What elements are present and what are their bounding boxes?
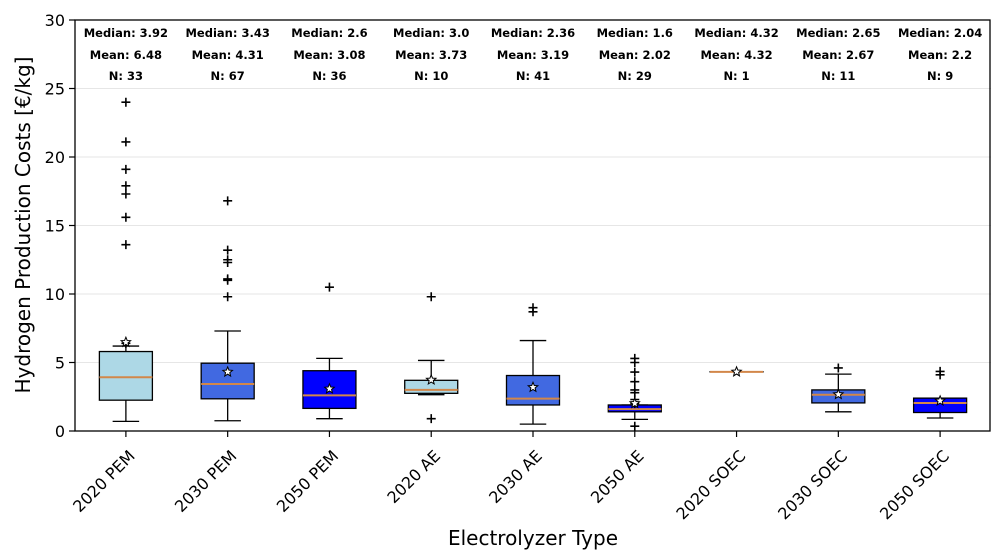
outlier-marker bbox=[121, 189, 131, 199]
median-annotation: Median: 2.04 bbox=[898, 26, 982, 40]
mean-marker bbox=[323, 382, 336, 394]
outlier-marker bbox=[630, 353, 640, 363]
box-group bbox=[709, 365, 764, 377]
box-group bbox=[607, 353, 662, 431]
x-tick-label: 2020 PEM bbox=[69, 446, 139, 516]
outlier-marker bbox=[223, 274, 233, 284]
outlier-marker bbox=[426, 292, 436, 302]
mean-annotation: Mean: 2.2 bbox=[908, 48, 972, 62]
box bbox=[505, 374, 561, 406]
outlier-marker bbox=[630, 421, 640, 431]
median-annotation: Median: 2.6 bbox=[291, 26, 367, 40]
median-annotation: Median: 2.65 bbox=[796, 26, 880, 40]
x-tick-label: 2050 AE bbox=[587, 446, 648, 507]
count-annotation: N: 10 bbox=[414, 69, 448, 83]
mean-annotation: Mean: 3.19 bbox=[497, 48, 569, 62]
mean-marker bbox=[221, 365, 234, 378]
box-group bbox=[912, 366, 968, 419]
mean-marker bbox=[832, 388, 845, 400]
y-tick-label: 15 bbox=[45, 217, 65, 236]
y-tick-label: 0 bbox=[55, 422, 65, 441]
y-tick-label: 30 bbox=[45, 11, 65, 30]
x-tick-label: 2030 SOEC bbox=[774, 446, 851, 523]
outlier-marker bbox=[630, 385, 640, 395]
count-annotation: N: 36 bbox=[312, 69, 346, 83]
mean-annotation: Mean: 4.31 bbox=[192, 48, 264, 62]
x-tick-label: 2030 PEM bbox=[171, 446, 241, 516]
outlier-marker bbox=[630, 377, 640, 387]
outlier-marker bbox=[935, 366, 945, 376]
x-tick-label: 2050 PEM bbox=[273, 446, 343, 516]
box-group bbox=[200, 196, 255, 422]
mean-marker bbox=[526, 380, 540, 393]
x-tick-label: 2030 AE bbox=[485, 446, 546, 507]
x-tick-label: 2020 AE bbox=[383, 446, 444, 507]
outlier-marker bbox=[426, 414, 436, 424]
outlier-marker bbox=[833, 363, 843, 373]
outlier-marker bbox=[223, 292, 233, 302]
count-annotation: N: 11 bbox=[821, 69, 855, 83]
median-annotation: Median: 1.6 bbox=[597, 26, 673, 40]
axes: 2020 PEM 2030 PEM 2050 PEM 2020 AE 2030 AE 20… bbox=[45, 11, 991, 523]
count-annotation: N: 9 bbox=[927, 69, 953, 83]
mean-annotation: Mean: 6.48 bbox=[90, 48, 162, 62]
mean-marker bbox=[730, 365, 743, 377]
box-group bbox=[302, 282, 357, 420]
outlier-marker bbox=[324, 282, 334, 292]
box-group bbox=[98, 97, 154, 423]
outlier-marker bbox=[121, 97, 131, 107]
y-tick-label: 25 bbox=[45, 80, 65, 99]
mean-annotation: Mean: 3.73 bbox=[395, 48, 467, 62]
mean-annotation: Mean: 4.32 bbox=[700, 48, 772, 62]
box bbox=[98, 350, 154, 401]
outlier-marker bbox=[121, 137, 131, 147]
median-annotation: Median: 4.32 bbox=[694, 26, 778, 40]
outlier-marker bbox=[121, 181, 131, 191]
x-axis-label: Electrolyzer Type bbox=[448, 526, 618, 550]
box-group bbox=[404, 292, 459, 424]
outlier-marker bbox=[121, 164, 131, 174]
box-group bbox=[505, 303, 561, 425]
mean-marker bbox=[119, 335, 132, 348]
median-annotation: Median: 3.43 bbox=[185, 26, 269, 40]
mean-annotation: Mean: 2.02 bbox=[599, 48, 671, 62]
outlier-marker bbox=[223, 245, 233, 255]
box-plots bbox=[98, 97, 968, 431]
count-annotation: N: 1 bbox=[723, 69, 749, 83]
outlier-marker bbox=[121, 212, 131, 222]
outlier-marker bbox=[528, 303, 538, 313]
x-tick-label: 2020 SOEC bbox=[672, 446, 749, 523]
grid-lines bbox=[75, 88, 991, 363]
median-annotation: Median: 3.92 bbox=[84, 26, 168, 40]
count-annotation: N: 33 bbox=[109, 69, 143, 83]
median-annotation: Median: 3.0 bbox=[393, 26, 469, 40]
mean-marker bbox=[934, 394, 947, 406]
mean-marker bbox=[425, 373, 438, 386]
mean-annotation: Mean: 2.67 bbox=[802, 48, 874, 62]
mean-annotation: Mean: 3.08 bbox=[293, 48, 365, 62]
box-group bbox=[811, 363, 866, 413]
outlier-marker bbox=[121, 240, 131, 250]
outlier-marker bbox=[630, 367, 640, 377]
median-annotation: Median: 2.36 bbox=[491, 26, 575, 40]
mean-marker bbox=[628, 396, 641, 409]
y-tick-label: 5 bbox=[55, 354, 65, 373]
outlier-marker bbox=[223, 196, 233, 206]
count-annotation: N: 29 bbox=[618, 69, 652, 83]
x-tick-label: 2050 SOEC bbox=[876, 446, 953, 523]
y-tick-label: 10 bbox=[45, 285, 65, 304]
outlier-marker bbox=[223, 255, 233, 265]
count-annotation: N: 67 bbox=[211, 69, 245, 83]
count-annotation: N: 41 bbox=[516, 69, 550, 83]
y-axis-label: Hydrogen Production Costs [€/kg] bbox=[11, 57, 35, 394]
y-tick-label: 20 bbox=[45, 148, 65, 167]
box bbox=[200, 362, 255, 400]
stat-annotations: Median: 3.92 Mean: 6.48 N: 33 Median: 3.43 M… bbox=[84, 26, 983, 83]
